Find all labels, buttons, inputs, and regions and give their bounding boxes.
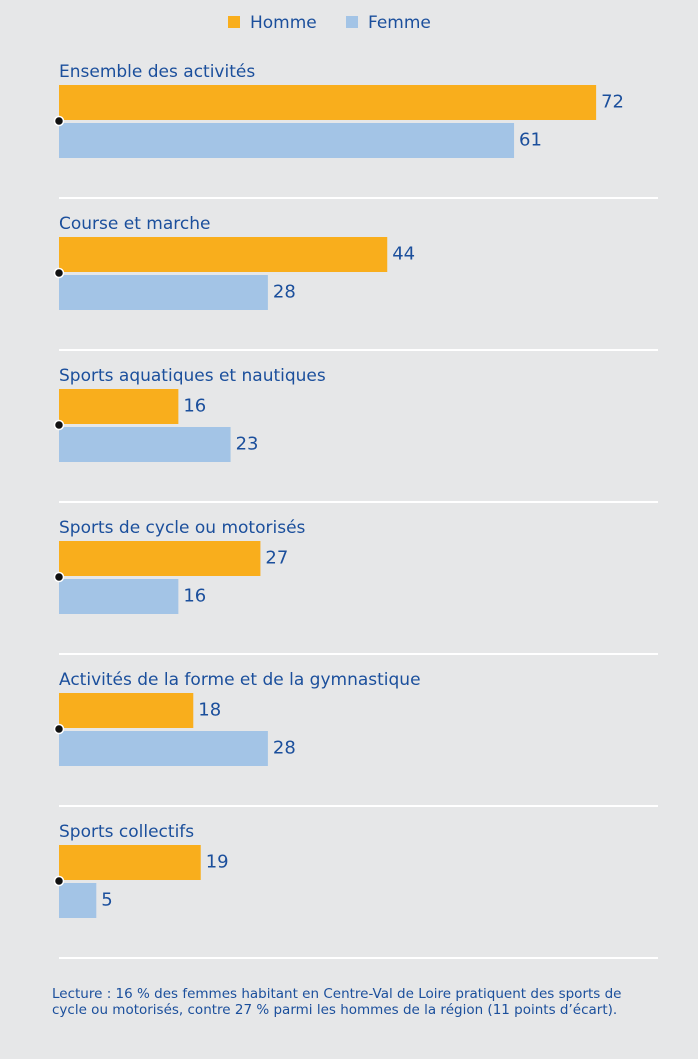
bar (59, 579, 179, 614)
axis-dot (53, 267, 65, 279)
bar (59, 541, 261, 576)
axis-dot (53, 875, 65, 887)
axis-dot (53, 723, 65, 735)
value-label: 44 (392, 244, 415, 265)
legend-swatch (346, 16, 358, 28)
bar (59, 693, 194, 728)
group-title: Ensemble des activités (59, 62, 255, 82)
value-label: 23 (236, 434, 259, 455)
bar (59, 389, 179, 424)
value-label: 27 (265, 548, 288, 569)
value-label: 5 (101, 890, 112, 911)
value-label: 72 (601, 92, 624, 113)
bar (59, 845, 201, 880)
value-label: 18 (198, 700, 221, 721)
chart: Homme Femme Ensemble des activités 72 61 Cour… (53, 13, 658, 959)
value-label: 19 (206, 852, 229, 873)
bar (59, 883, 97, 918)
group-title: Sports de cycle ou motorisés (59, 518, 306, 538)
value-label: 16 (183, 586, 206, 607)
value-label: 28 (273, 282, 296, 303)
value-label: 28 (273, 738, 296, 759)
group-title: Sports aquatiques et nautiques (59, 366, 326, 386)
group-title: Course et marche (59, 214, 210, 234)
value-label: 61 (519, 130, 542, 151)
bar (59, 275, 268, 310)
axis-dot (53, 419, 65, 431)
group-title: Sports collectifs (59, 822, 194, 842)
bar (59, 85, 597, 120)
axis-dot (53, 571, 65, 583)
bar (59, 123, 515, 158)
legend-swatch (228, 16, 240, 28)
legend-label: Femme (368, 13, 431, 33)
axis-dot (53, 115, 65, 127)
reading-note: Lecture : 16 % des femmes habitant en Ce… (52, 986, 622, 1018)
group-title: Activités de la forme et de la gymnastiq… (59, 670, 421, 690)
legend-label: Homme (250, 13, 317, 33)
bar (59, 731, 268, 766)
bar (59, 427, 231, 462)
bar (59, 237, 388, 272)
value-label: 16 (183, 396, 206, 417)
